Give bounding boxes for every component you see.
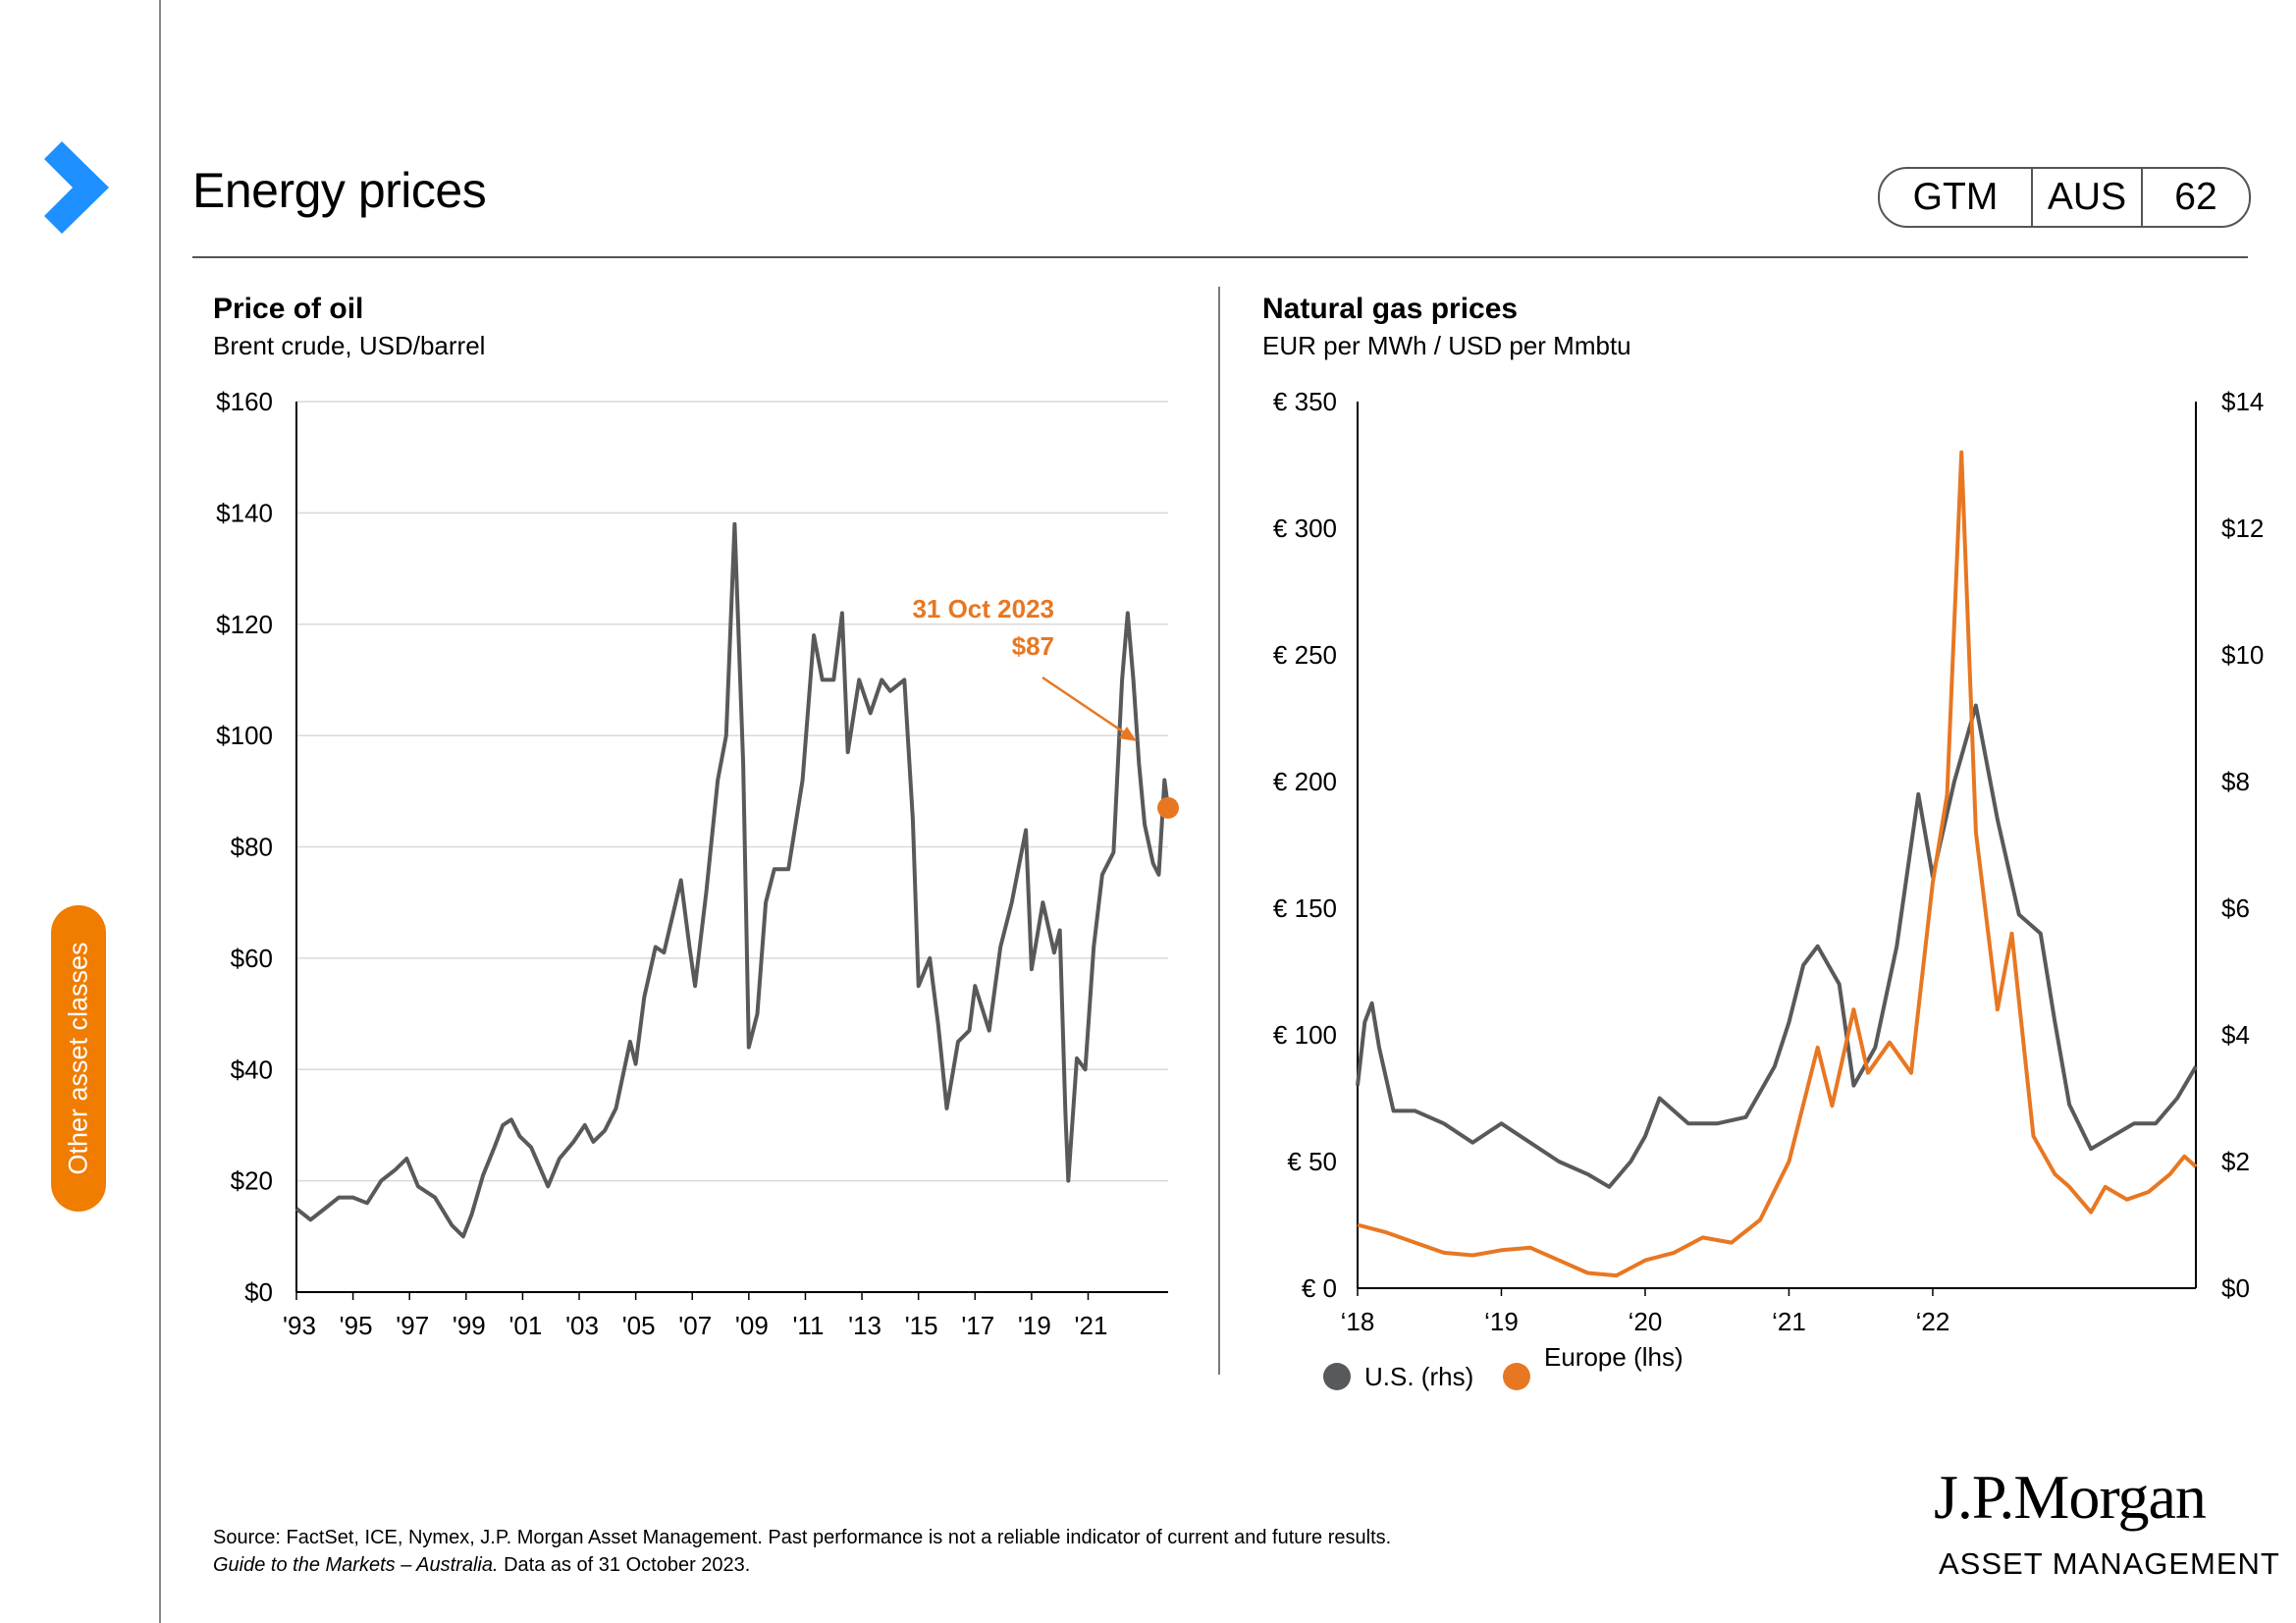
gas-y-right-tick-label: $12 xyxy=(2221,514,2264,543)
oil-x-tick-label: '09 xyxy=(735,1311,769,1340)
oil-last-point xyxy=(1157,796,1179,819)
oil-x-tick-label: '13 xyxy=(848,1311,881,1340)
oil-annotation-arrow xyxy=(1041,676,1128,736)
page-title: Energy prices xyxy=(192,163,487,218)
legend-europe-marker xyxy=(1503,1363,1530,1390)
gas-y-left-tick-label: € 350 xyxy=(1273,387,1337,416)
oil-y-tick-label: $0 xyxy=(244,1277,273,1307)
legend-us-marker xyxy=(1323,1363,1351,1390)
oil-x-tick-label: '03 xyxy=(565,1311,599,1340)
gas-y-left-tick-label: € 150 xyxy=(1273,893,1337,923)
oil-y-tick-label: $120 xyxy=(216,610,273,639)
footer-source: Source: FactSet, ICE, Nymex, J.P. Morgan… xyxy=(213,1527,1392,1548)
gas-y-left-tick-label: € 300 xyxy=(1273,514,1337,543)
oil-x-tick-label: '07 xyxy=(678,1311,712,1340)
gas-y-left-tick-label: € 0 xyxy=(1302,1273,1337,1303)
oil-x-tick-label: '19 xyxy=(1018,1311,1051,1340)
gas-y-right-tick-label: $0 xyxy=(2221,1273,2250,1303)
gas-y-left-tick-label: € 250 xyxy=(1273,640,1337,670)
gas-x-tick-label: ‘18 xyxy=(1341,1307,1375,1336)
oil-x-tick-label: '95 xyxy=(340,1311,373,1340)
gas-chart-subtitle: EUR per MWh / USD per Mmbtu xyxy=(1262,331,1631,360)
footer-data-as-of: Data as of 31 October 2023. xyxy=(498,1554,751,1576)
oil-y-tick-label: $20 xyxy=(231,1166,273,1196)
oil-y-tick-label: $60 xyxy=(231,944,273,973)
badge-region: AUS xyxy=(2033,169,2143,226)
legend-us-label: U.S. (rhs) xyxy=(1364,1362,1473,1391)
oil-chart-title: Price of oil xyxy=(213,293,364,325)
gas-x-tick-label: ‘19 xyxy=(1484,1307,1519,1336)
gas-y-right-tick-label: $4 xyxy=(2221,1020,2250,1050)
gas-x-tick-label: ‘22 xyxy=(1916,1307,1950,1336)
oil-x-tick-label: '11 xyxy=(792,1311,824,1340)
footer-date-line: Guide to the Markets – Australia. Data a… xyxy=(213,1551,1391,1579)
gas-y-right-tick-label: $6 xyxy=(2221,893,2250,923)
oil-chart-subtitle: Brent crude, USD/barrel xyxy=(213,331,486,360)
oil-x-tick-label: '05 xyxy=(622,1311,656,1340)
oil-y-tick-label: $160 xyxy=(216,387,273,416)
gas-y-left-tick-label: € 50 xyxy=(1287,1147,1337,1176)
badge-gtm: GTM xyxy=(1880,169,2033,226)
jpmorgan-logo-subtitle: ASSET MANAGEMENT xyxy=(1939,1546,2280,1581)
column-divider xyxy=(1218,287,1220,1375)
footer-guide: Guide to the Markets – Australia. xyxy=(213,1554,499,1576)
gas-y-left-tick-label: € 100 xyxy=(1273,1020,1337,1050)
jpmorgan-logo: J.P.Morgan xyxy=(1934,1462,2207,1532)
oil-annotation-value: $87 xyxy=(1012,631,1054,661)
chevron-right-icon[interactable] xyxy=(44,141,117,234)
oil-x-tick-label: '21 xyxy=(1075,1311,1108,1340)
gas-y-right-tick-label: $14 xyxy=(2221,387,2264,416)
oil-y-tick-label: $100 xyxy=(216,721,273,750)
oil-x-tick-label: '17 xyxy=(961,1311,994,1340)
gas-x-tick-label: ‘21 xyxy=(1772,1307,1806,1336)
gas-us-line xyxy=(1356,703,2198,1189)
badge-page-number: 62 xyxy=(2174,176,2217,218)
gas-y-right-tick-label: $2 xyxy=(2221,1147,2250,1176)
gas-y-right-tick-label: $8 xyxy=(2221,767,2250,796)
oil-y-tick-label: $140 xyxy=(216,498,273,527)
title-divider xyxy=(192,256,2248,258)
sidebar-divider xyxy=(159,0,161,1623)
gas-europe-line xyxy=(1357,450,2198,1278)
oil-y-tick-label: $40 xyxy=(231,1055,273,1084)
oil-x-tick-label: '15 xyxy=(905,1311,938,1340)
oil-x-tick-label: '01 xyxy=(508,1311,542,1340)
page-badge: GTM AUS 62 xyxy=(1878,167,2251,228)
oil-annotation-arrowhead xyxy=(1119,727,1137,741)
legend-europe-label: Europe (lhs) xyxy=(1544,1342,1683,1372)
oil-x-tick-label: '99 xyxy=(453,1311,486,1340)
gas-chart-title: Natural gas prices xyxy=(1262,293,1519,325)
oil-x-tick-label: '93 xyxy=(283,1311,316,1340)
other-asset-classes-tab[interactable]: Other asset classes xyxy=(51,905,106,1212)
gas-y-left-tick-label: € 200 xyxy=(1273,767,1337,796)
gas-y-right-tick-label: $10 xyxy=(2221,640,2264,670)
gas-x-tick-label: ‘20 xyxy=(1629,1307,1663,1336)
oil-price-line xyxy=(294,521,1170,1239)
oil-x-tick-label: '97 xyxy=(396,1311,429,1340)
footer: Source: FactSet, ICE, Nymex, J.P. Morgan… xyxy=(213,1524,1391,1579)
oil-y-tick-label: $80 xyxy=(231,833,273,862)
oil-annotation-date: 31 Oct 2023 xyxy=(912,594,1054,623)
